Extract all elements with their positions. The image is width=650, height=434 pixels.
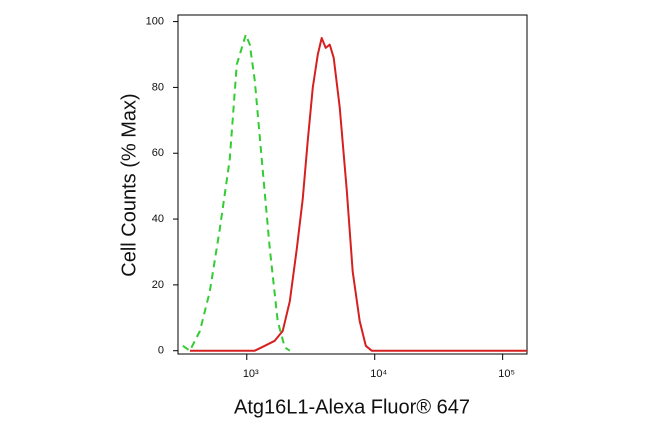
y-tick-label: 20 [152,279,164,291]
x-tick-label: 10³ [243,368,259,380]
series-line [189,37,527,352]
y-tick-label: 80 [152,81,164,93]
y-tick-label: 0 [158,345,164,357]
x-axis-label: Atg16L1-Alexa Fluor® 647 [234,396,470,418]
x-tick-label: 10⁵ [498,368,515,380]
y-axis-label: Cell Counts (% Max) [118,93,140,276]
series-line [182,33,291,352]
x-tick-label: 10⁴ [370,368,387,380]
y-tick-label: 60 [152,147,164,159]
plot-frame [177,14,528,355]
y-tick-label: 100 [146,15,164,27]
y-tick-label: 40 [152,213,164,225]
